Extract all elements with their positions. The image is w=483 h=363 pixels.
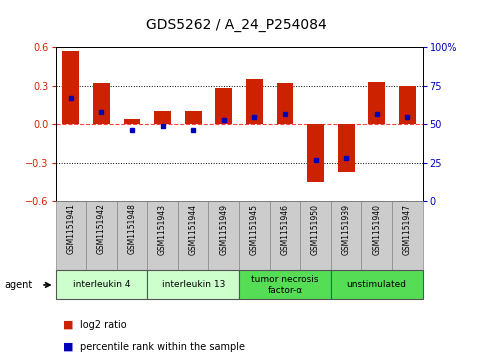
Text: unstimulated: unstimulated bbox=[347, 281, 407, 289]
Bar bbox=[147, 201, 178, 270]
Bar bbox=[209, 201, 239, 270]
Text: interleukin 4: interleukin 4 bbox=[72, 281, 130, 289]
Bar bbox=[117, 201, 147, 270]
Bar bbox=[246, 79, 263, 124]
Text: GSM1151946: GSM1151946 bbox=[281, 204, 289, 254]
Bar bbox=[338, 124, 355, 172]
Text: GSM1151947: GSM1151947 bbox=[403, 204, 412, 254]
Bar bbox=[331, 201, 361, 270]
Text: GSM1151945: GSM1151945 bbox=[250, 204, 259, 254]
Bar bbox=[392, 201, 423, 270]
Bar bbox=[185, 111, 201, 124]
Text: GSM1151943: GSM1151943 bbox=[158, 204, 167, 254]
Bar bbox=[93, 83, 110, 124]
Text: tumor necrosis
factor-α: tumor necrosis factor-α bbox=[251, 275, 319, 295]
Bar bbox=[361, 201, 392, 270]
Bar bbox=[399, 86, 416, 124]
Bar bbox=[178, 201, 209, 270]
Bar bbox=[277, 83, 293, 124]
Bar bbox=[300, 201, 331, 270]
Text: GDS5262 / A_24_P254084: GDS5262 / A_24_P254084 bbox=[146, 18, 327, 32]
Text: log2 ratio: log2 ratio bbox=[80, 320, 127, 330]
Text: percentile rank within the sample: percentile rank within the sample bbox=[80, 342, 245, 352]
Bar bbox=[215, 88, 232, 124]
Bar bbox=[369, 82, 385, 124]
Bar bbox=[56, 201, 86, 270]
Text: GSM1151948: GSM1151948 bbox=[128, 204, 137, 254]
Bar bbox=[62, 51, 79, 124]
Text: ■: ■ bbox=[63, 342, 73, 352]
Text: GSM1151949: GSM1151949 bbox=[219, 204, 228, 254]
Bar bbox=[270, 201, 300, 270]
Bar bbox=[86, 201, 117, 270]
Text: GSM1151950: GSM1151950 bbox=[311, 204, 320, 254]
Bar bbox=[239, 270, 331, 299]
Bar bbox=[307, 124, 324, 182]
Text: GSM1151939: GSM1151939 bbox=[341, 204, 351, 254]
Text: agent: agent bbox=[5, 280, 33, 290]
Text: GSM1151941: GSM1151941 bbox=[66, 204, 75, 254]
Text: GSM1151942: GSM1151942 bbox=[97, 204, 106, 254]
Bar bbox=[331, 270, 423, 299]
Text: ■: ■ bbox=[63, 320, 73, 330]
Text: GSM1151944: GSM1151944 bbox=[189, 204, 198, 254]
Bar bbox=[154, 111, 171, 124]
Bar bbox=[147, 270, 239, 299]
Bar bbox=[239, 201, 270, 270]
Bar bbox=[56, 270, 147, 299]
Text: interleukin 13: interleukin 13 bbox=[161, 281, 225, 289]
Text: GSM1151940: GSM1151940 bbox=[372, 204, 381, 254]
Bar bbox=[124, 119, 141, 124]
